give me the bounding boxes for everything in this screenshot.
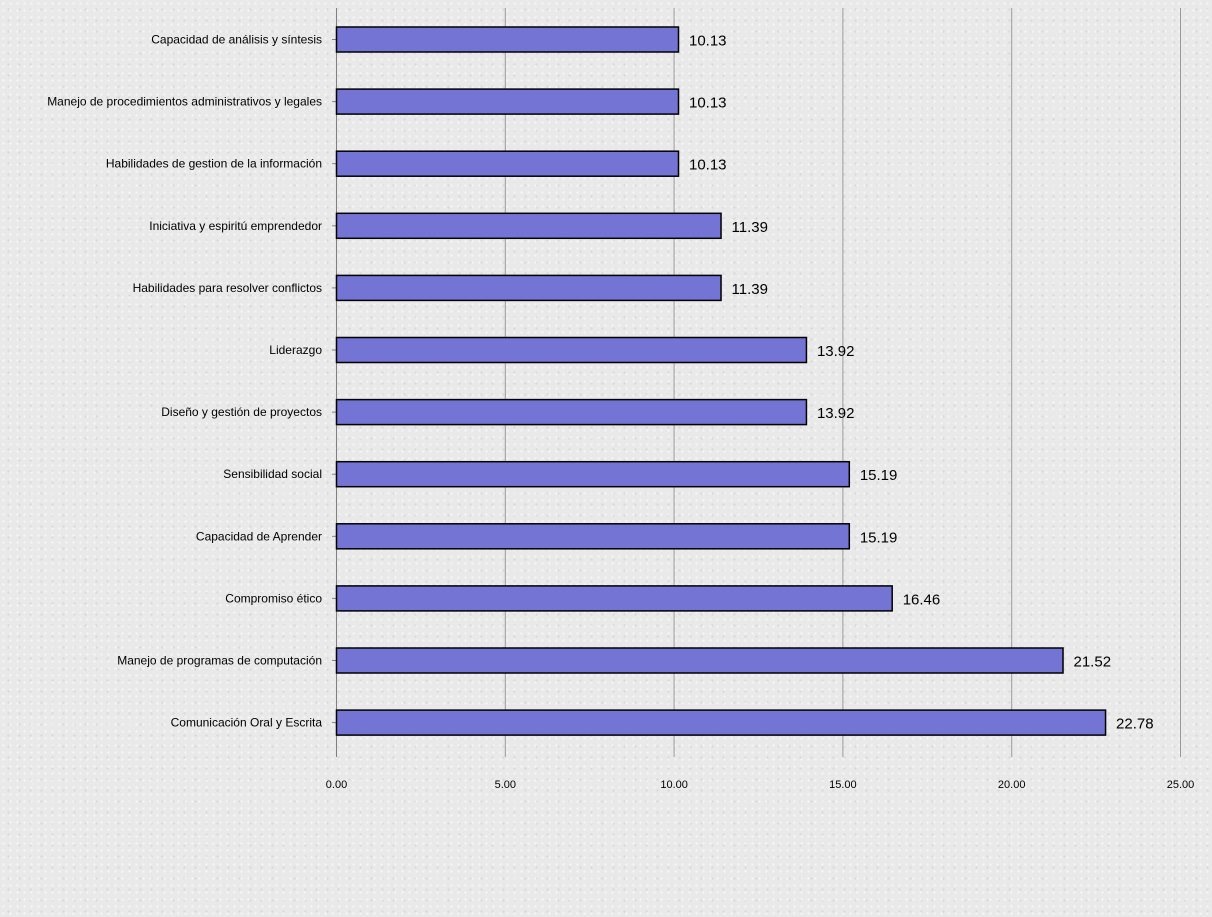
value-label: 15.19 (860, 529, 898, 546)
value-label: 11.39 (732, 281, 768, 298)
value-label: 16.46 (903, 591, 941, 608)
value-label: 21.52 (1074, 654, 1112, 671)
category-label: Compromiso ético (225, 591, 322, 605)
bar (335, 150, 680, 177)
value-label: 10.13 (689, 33, 727, 50)
bar (335, 274, 722, 302)
value-label: 10.13 (689, 95, 727, 112)
category-label: Capacidad de Aprender (196, 529, 322, 543)
x-tick-label: 5.00 (495, 779, 516, 791)
bar (335, 647, 1064, 674)
x-tick-label: 15.00 (829, 779, 857, 791)
category-label: Manejo de programas de computación (117, 654, 322, 668)
bar (335, 709, 1107, 736)
category-label: Diseño y gestión de proyectos (161, 405, 322, 419)
gridlines (504, 8, 1181, 757)
value-label: 15.19 (860, 467, 898, 484)
category-label: Manejo de procedimientos administrativos… (47, 95, 322, 109)
category-label: Comunicación Oral y Escrita (171, 716, 323, 730)
x-tick-label: 10.00 (660, 779, 688, 791)
category-label: Liderazgo (269, 343, 322, 357)
bar (335, 585, 893, 612)
category-label: Sensibilidad social (223, 467, 322, 481)
x-tick-label: 20.00 (998, 779, 1026, 791)
axes (332, 8, 337, 757)
category-label: Capacidad de análisis y síntesis (151, 33, 322, 47)
x-tick-label: 25.00 (1167, 779, 1195, 791)
bar (335, 523, 851, 550)
bar (335, 398, 808, 426)
category-label: Habilidades para resolver conflictos (133, 281, 322, 295)
category-label: Iniciativa y espiritú emprendedor (149, 219, 322, 233)
x-tick-label: 0.00 (326, 779, 347, 791)
value-label: 10.13 (689, 157, 727, 174)
value-label: 13.92 (817, 405, 855, 422)
bar (335, 88, 680, 115)
bar (335, 336, 808, 364)
labels: 0.00 5.00 10.00 15.00 20.00 25.00 Capacidad de… (47, 33, 1194, 792)
value-label: 11.39 (732, 219, 768, 236)
category-label: Habilidades de gestion de la información (106, 157, 322, 171)
bars (335, 26, 1107, 736)
value-label: 22.78 (1116, 716, 1154, 733)
value-label: 13.92 (817, 343, 855, 360)
bar (335, 212, 722, 240)
bar (335, 460, 851, 488)
bar (335, 26, 680, 53)
